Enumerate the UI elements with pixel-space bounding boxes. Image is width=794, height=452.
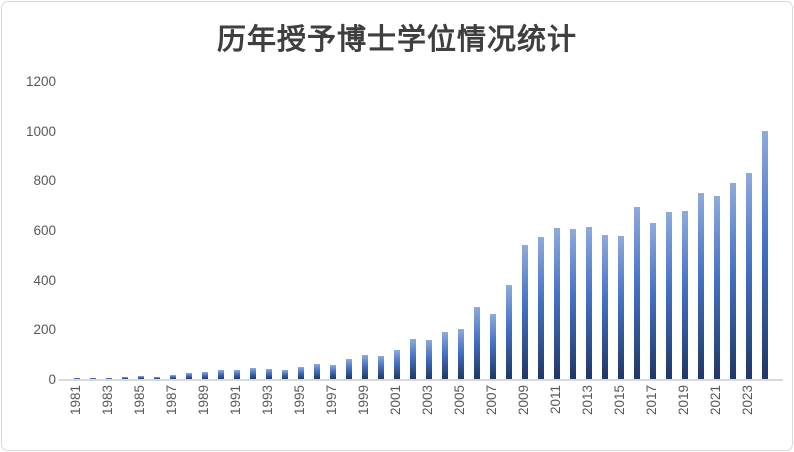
bar-2016 — [634, 207, 640, 379]
bar-2018 — [666, 212, 672, 379]
bar-2006 — [474, 307, 480, 379]
x-tick-label-2013: 2013 — [580, 385, 595, 416]
bar-2013 — [586, 227, 592, 379]
bar-2012 — [570, 229, 576, 379]
bar-2011 — [554, 228, 560, 379]
bar-1983 — [106, 378, 112, 379]
x-tick-label-2019: 2019 — [676, 385, 691, 416]
y-tick-label-0: 0 — [48, 372, 56, 387]
bar-1985 — [138, 376, 144, 379]
bar-1982 — [90, 378, 96, 379]
bar-2019 — [682, 211, 688, 379]
bar-2004 — [442, 332, 448, 379]
bar-1997 — [330, 365, 336, 379]
bar-2005 — [458, 329, 464, 379]
bar-2017 — [650, 223, 656, 379]
x-axis-line — [59, 379, 783, 381]
x-tick-label-1983: 1983 — [100, 385, 115, 416]
x-tick-label-1989: 1989 — [196, 385, 211, 416]
bar-2010 — [538, 237, 544, 379]
bar-2000 — [378, 356, 384, 379]
bar-1993 — [266, 369, 272, 379]
bar-1992 — [250, 368, 256, 379]
x-tick-label-2003: 2003 — [420, 385, 435, 416]
bar-1989 — [202, 372, 208, 379]
chart-title: 历年授予博士学位情况统计 — [216, 22, 577, 56]
x-tick-label-2011: 2011 — [548, 385, 563, 415]
bar-1995 — [298, 367, 304, 379]
bar-2015 — [618, 236, 624, 379]
bar-1991 — [234, 370, 240, 379]
bar-2021 — [714, 196, 720, 379]
bar-2009 — [522, 245, 528, 379]
x-tick-label-1993: 1993 — [260, 385, 275, 416]
x-tick-label-1995: 1995 — [292, 385, 307, 416]
x-tick-label-2017: 2017 — [644, 385, 659, 416]
x-tick-label-2023: 2023 — [740, 385, 755, 416]
bar-2003 — [426, 340, 432, 379]
bar-1984 — [122, 377, 128, 379]
bar-2023 — [746, 173, 752, 379]
x-tick-label-2009: 2009 — [516, 385, 531, 416]
x-tick-label-2005: 2005 — [452, 385, 467, 416]
x-tick-label-1991: 1991 — [228, 385, 243, 416]
bar-2001 — [394, 350, 400, 379]
bar-1996 — [314, 364, 320, 379]
x-tick-label-2001: 2001 — [388, 385, 403, 416]
x-tick-label-1987: 1987 — [164, 385, 179, 416]
y-tick-label-1200: 1200 — [25, 74, 56, 89]
y-tick-label-200: 200 — [33, 322, 56, 337]
bar-1988 — [186, 373, 192, 379]
x-tick-label-2015: 2015 — [612, 385, 627, 416]
y-tick-label-800: 800 — [33, 173, 56, 188]
bar-1981 — [74, 378, 80, 379]
bar-1998 — [346, 359, 352, 379]
plot-area — [59, 82, 783, 381]
bar-1987 — [170, 375, 176, 379]
bar-1986 — [154, 377, 160, 379]
bar-1994 — [282, 370, 288, 379]
y-tick-label-600: 600 — [33, 223, 56, 238]
x-tick-label-2007: 2007 — [484, 385, 499, 416]
bar-2022 — [730, 183, 736, 379]
bar-2002 — [410, 339, 416, 379]
bar-2007 — [490, 314, 496, 379]
bar-2014 — [602, 235, 608, 379]
y-tick-label-400: 400 — [33, 273, 56, 288]
y-tick-label-1000: 1000 — [25, 124, 56, 139]
bar-2008 — [506, 285, 512, 379]
x-tick-label-1999: 1999 — [356, 385, 371, 416]
bar-1999 — [362, 355, 368, 379]
bar-1990 — [218, 370, 224, 379]
bar-2024 — [762, 131, 768, 379]
x-tick-label-2021: 2021 — [708, 385, 723, 416]
bar-2020 — [698, 193, 704, 379]
x-tick-label-1981: 1981 — [68, 385, 83, 416]
x-tick-label-1985: 1985 — [132, 385, 147, 416]
x-tick-label-1997: 1997 — [324, 385, 339, 416]
